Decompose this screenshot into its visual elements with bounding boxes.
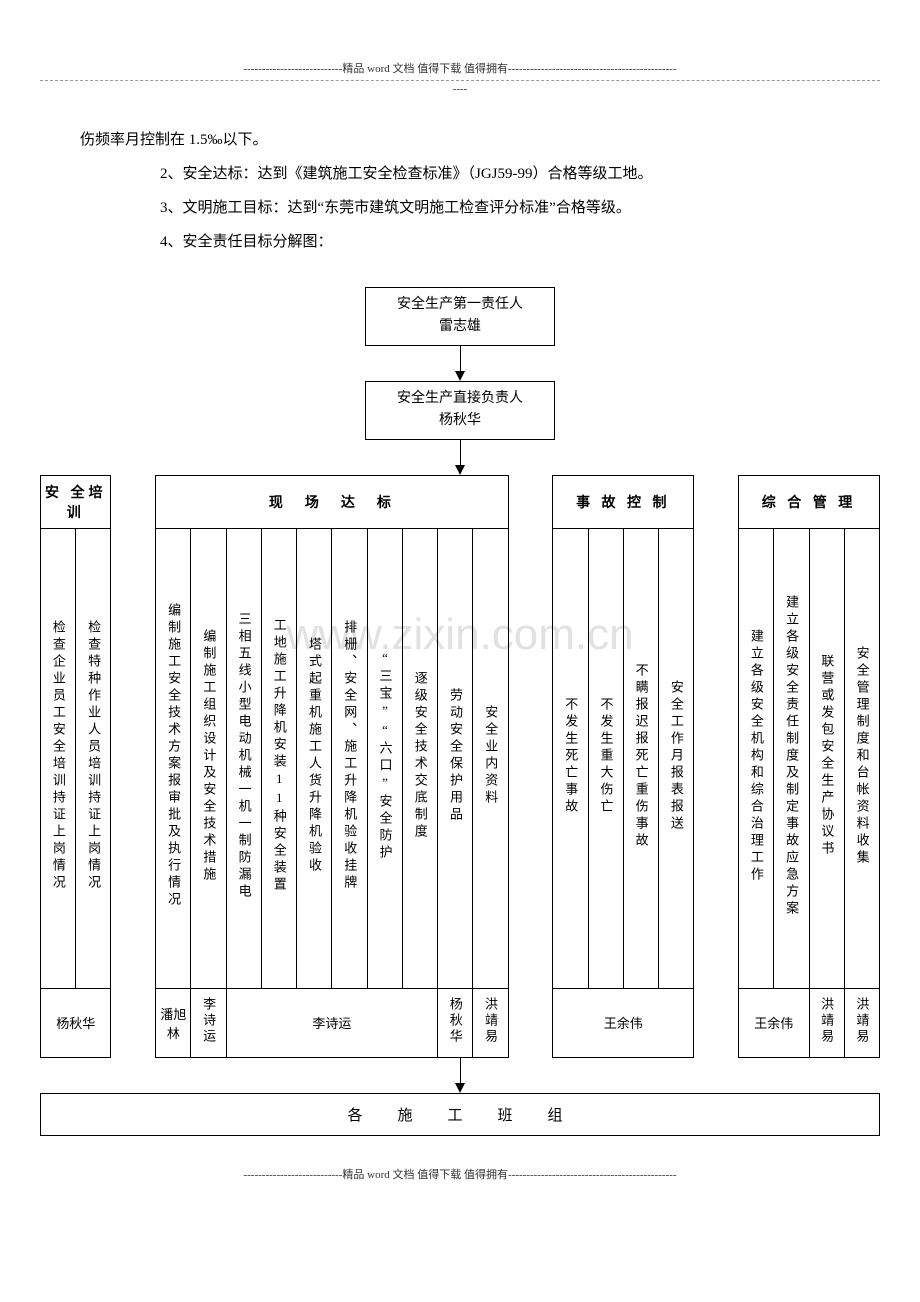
spacer (111, 475, 156, 528)
spacer (111, 988, 156, 1057)
detail-cell: 塔式起重机施工人货升降机验收 (297, 528, 332, 988)
hierarchy-diagram: 安全生产第一责任人 雷志雄 安全生产直接负责人 杨秋华 (40, 287, 880, 1136)
paragraph-0: 伤频率月控制在 1.5‰以下。 (40, 125, 880, 155)
person-row: 杨秋华 潘旭林 李诗运 李诗运 杨秋华 洪靖易 王余伟 王余伟 洪靖易 洪靖易 (41, 988, 880, 1057)
detail-cell: 检查特种作业人员培训持证上岗情况 (76, 528, 111, 988)
header-dashed-line (40, 80, 880, 81)
spacer (111, 528, 156, 988)
header-small-dash: ---- (440, 83, 480, 95)
paragraph-1: 2、安全达标：达到《建筑施工安全检查标准》（JGJ59-99）合格等级工地。 (40, 159, 880, 189)
direct-box-title: 安全生产直接负责人 (366, 388, 554, 410)
detail-row: 检查企业员工安全培训持证上岗情况 检查特种作业人员培训持证上岗情况 编制施工安全… (41, 528, 880, 988)
responsibility-table: 安 全培 训 现 场 达 标 事 故 控 制 综 合 管 理 检查企业员工安全培… (40, 475, 880, 1058)
detail-cell: 不瞒报迟报死亡重伤事故 (623, 528, 658, 988)
detail-cell: 安全业内资料 (473, 528, 508, 988)
person-cell: 李诗运 (191, 988, 226, 1057)
detail-cell: 安全管理制度和台帐资料收集 (844, 528, 879, 988)
cat-site: 现 场 达 标 (156, 475, 508, 528)
paragraph-2: 3、文明施工目标：达到“东莞市建筑文明施工检查评分标准”合格等级。 (40, 193, 880, 223)
detail-cell: 联营或发包安全生产协议书 (809, 528, 844, 988)
person-cell: 李诗运 (226, 988, 437, 1057)
cat-accident: 事 故 控 制 (553, 475, 694, 528)
detail-cell: 不发生死亡事故 (553, 528, 588, 988)
footer-decoration: ---------------------------精品 word 文档 值得… (40, 1166, 880, 1182)
spacer (508, 528, 553, 988)
arrow-1 (40, 346, 880, 381)
top-box-title: 安全生产第一责任人 (366, 294, 554, 316)
category-row: 安 全培 训 现 场 达 标 事 故 控 制 综 合 管 理 (41, 475, 880, 528)
detail-cell: 工地施工升降机安装11种安全装置 (261, 528, 296, 988)
detail-cell: 编制施工安全技术方案报审批及执行情况 (156, 528, 191, 988)
detail-cell: 三相五线小型电动机械一机一制防漏电 (226, 528, 261, 988)
direct-responsible-box: 安全生产直接负责人 杨秋华 (365, 381, 555, 440)
spacer (508, 988, 553, 1057)
detail-cell: 排栅、安全网、施工升降机验收挂牌 (332, 528, 367, 988)
direct-box-name: 杨秋华 (366, 410, 554, 432)
page: ---------------------------精品 word 文档 值得… (0, 0, 920, 1222)
person-cell: 王余伟 (739, 988, 809, 1057)
detail-cell: 编制施工组织设计及安全技术措施 (191, 528, 226, 988)
cat-training: 安 全培 训 (41, 475, 111, 528)
arrow-2 (40, 440, 880, 475)
header-decoration-top: ---------------------------精品 word 文档 值得… (40, 60, 880, 76)
arrow-3 (40, 1058, 880, 1093)
detail-cell: 逐级安全技术交底制度 (402, 528, 437, 988)
top-box-name: 雷志雄 (366, 316, 554, 338)
detail-cell: 建立各级安全机构和综合治理工作 (739, 528, 774, 988)
person-cell: 洪靖易 (844, 988, 879, 1057)
detail-cell: 检查企业员工安全培训持证上岗情况 (41, 528, 76, 988)
person-cell: 洪靖易 (809, 988, 844, 1057)
person-cell: 潘旭林 (156, 988, 191, 1057)
spacer (694, 475, 739, 528)
paragraph-3: 4、安全责任目标分解图： (40, 227, 880, 257)
person-cell: 洪靖易 (473, 988, 508, 1057)
detail-cell: “三宝”“六口”安全防护 (367, 528, 402, 988)
detail-cell: 不发生重大伤亡 (588, 528, 623, 988)
spacer (508, 475, 553, 528)
spacer (694, 988, 739, 1057)
detail-cell: 安全工作月报表报送 (659, 528, 694, 988)
person-cell: 王余伟 (553, 988, 694, 1057)
top-responsible-box: 安全生产第一责任人 雷志雄 (365, 287, 555, 346)
bottom-teams-box: 各 施 工 班 组 (40, 1093, 880, 1136)
person-cell: 杨秋华 (438, 988, 473, 1057)
detail-cell: 劳动安全保护用品 (438, 528, 473, 988)
cat-management: 综 合 管 理 (739, 475, 880, 528)
detail-cell: 建立各级安全责任制度及制定事故应急方案 (774, 528, 809, 988)
spacer (694, 528, 739, 988)
person-cell: 杨秋华 (41, 988, 111, 1057)
